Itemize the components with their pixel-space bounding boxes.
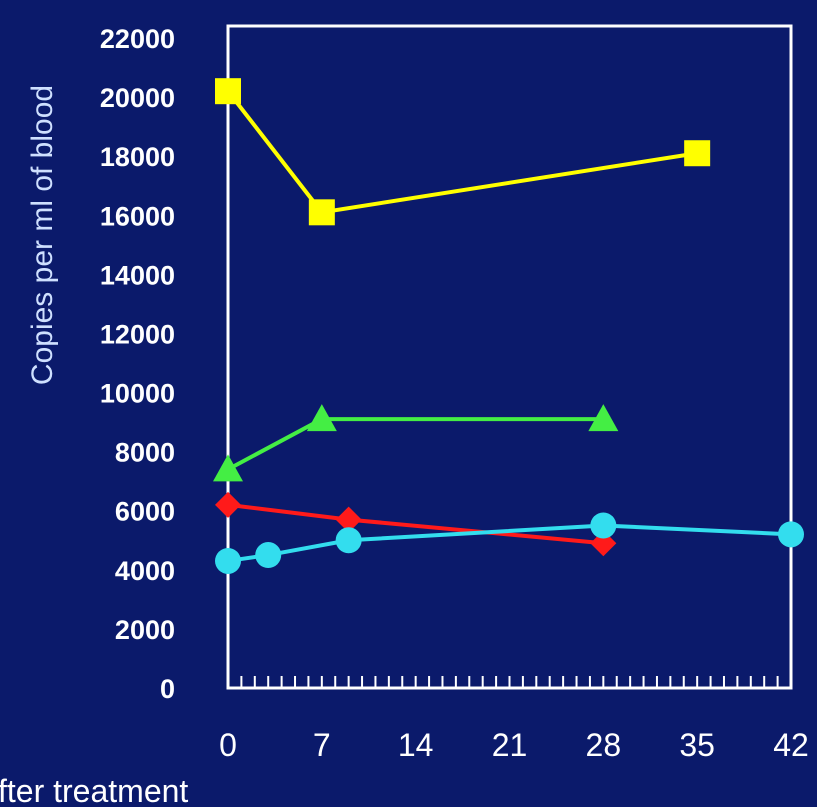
data-point-circle	[778, 521, 804, 548]
data-point-triangle	[588, 404, 619, 432]
series-line	[227, 417, 604, 472]
data-point-square	[308, 199, 335, 226]
plot-area	[226, 24, 793, 690]
x-minor-ticks	[227, 676, 792, 688]
x-tick-label: 42	[773, 727, 809, 763]
x-tick-label: 21	[492, 727, 528, 763]
series-line	[227, 523, 792, 563]
data-point-triangle	[213, 454, 243, 482]
y-tick-label: 22000	[100, 24, 175, 54]
series-layer	[213, 78, 804, 574]
x-tick-label: 7	[313, 727, 331, 763]
x-axis-ticks: 0 7 14 21 28 35 42	[219, 727, 809, 763]
series-square	[215, 78, 711, 226]
series-triangle	[213, 404, 619, 482]
y-tick-label: 2000	[115, 615, 175, 645]
y-tick-label: 16000	[100, 201, 175, 231]
y-axis-label: Copies per ml of blood	[26, 85, 59, 385]
x-tick-label: 35	[679, 727, 715, 763]
plot-border	[226, 24, 793, 690]
y-tick-label: 0	[160, 674, 175, 704]
y-tick-label: 8000	[115, 438, 175, 468]
y-axis-ticks: 0 2000 4000 6000 8000 10000 12000 14000 16000 180…	[100, 24, 175, 704]
series-circle	[215, 512, 804, 574]
y-tick-label: 18000	[100, 142, 175, 172]
data-point-diamond	[335, 506, 362, 533]
data-point-square	[684, 140, 711, 167]
data-point-circle	[215, 547, 241, 574]
series-line	[226, 89, 698, 215]
y-tick-label: 6000	[115, 497, 175, 527]
x-tick-label: 0	[219, 727, 237, 763]
data-point-circle	[255, 542, 282, 569]
y-tick-label: 12000	[100, 319, 175, 349]
x-tick-label: 14	[398, 727, 434, 763]
data-point-circle	[590, 512, 617, 539]
data-point-square	[215, 78, 241, 105]
x-tick-label: 28	[586, 727, 622, 763]
y-tick-label: 20000	[100, 83, 175, 113]
y-tick-label: 10000	[100, 379, 175, 409]
data-point-triangle	[306, 404, 337, 432]
y-tick-label: 14000	[100, 260, 175, 290]
x-axis-label: fter treatment	[0, 773, 188, 807]
y-tick-label: 4000	[115, 556, 175, 586]
data-point-circle	[335, 527, 362, 554]
data-point-diamond	[215, 491, 241, 518]
